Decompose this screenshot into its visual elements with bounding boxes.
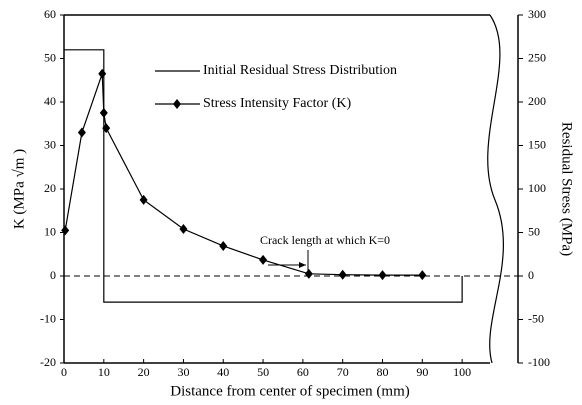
x-tick-label: 80 (377, 365, 389, 379)
x-tick-label: 90 (416, 365, 428, 379)
arrow-head (299, 262, 306, 268)
y2-tick-label: 250 (528, 50, 546, 64)
annotation: Crack length at which K=0 (260, 233, 390, 247)
x-tick-label: 60 (297, 365, 309, 379)
y-tick-label: 50 (44, 50, 56, 64)
y2-tick-label: 50 (528, 224, 540, 238)
marker (418, 270, 427, 281)
y-tick-label: 40 (44, 94, 56, 108)
y-tick-label: 10 (44, 224, 56, 238)
series-line (64, 49, 463, 303)
marker (179, 224, 188, 235)
y-tick-label: -10 (40, 311, 56, 325)
marker (139, 194, 148, 205)
y2-tick-label: -100 (528, 355, 550, 369)
y2-tick-label: 300 (528, 7, 546, 21)
legend-label: Stress Intensity Factor (K) (203, 96, 351, 111)
y-tick-label: 30 (44, 137, 56, 151)
marker (259, 254, 268, 265)
marker (61, 225, 70, 236)
y2-tick-label: 150 (528, 137, 546, 151)
x-tick-label: 50 (257, 365, 269, 379)
y2-tick-label: 0 (528, 268, 534, 282)
x-tick-label: 40 (217, 365, 229, 379)
legend-marker (173, 99, 181, 109)
marker (219, 240, 228, 251)
x-tick-label: 10 (98, 365, 110, 379)
break-line (487, 14, 504, 364)
legend-label: Initial Residual Stress Distribution (203, 63, 397, 78)
x-tick-label: 70 (337, 365, 349, 379)
marker (338, 269, 347, 280)
x-tick-label: 30 (177, 365, 189, 379)
y2-tick-label: 100 (528, 181, 546, 195)
marker (304, 268, 313, 279)
x-tick-label: 0 (61, 365, 67, 379)
x-axis-label: Distance from center of specimen (mm) (170, 383, 410, 399)
x-tick-label: 100 (453, 365, 471, 379)
marker (98, 68, 107, 79)
marker (378, 270, 387, 281)
marker (99, 107, 108, 118)
y2-axis-label: Residual Stress (MPa) (559, 122, 575, 256)
marker (102, 123, 111, 134)
y2-tick-label: -50 (528, 311, 544, 325)
y-tick-label: 20 (44, 181, 56, 195)
marker (77, 127, 86, 138)
y-tick-label: 60 (44, 7, 56, 21)
x-tick-label: 20 (138, 365, 150, 379)
y-tick-label: 0 (50, 268, 56, 282)
y2-tick-label: 200 (528, 94, 546, 108)
y-axis-label: K (MPa √m ) (11, 149, 27, 229)
y-tick-label: -20 (40, 355, 56, 369)
